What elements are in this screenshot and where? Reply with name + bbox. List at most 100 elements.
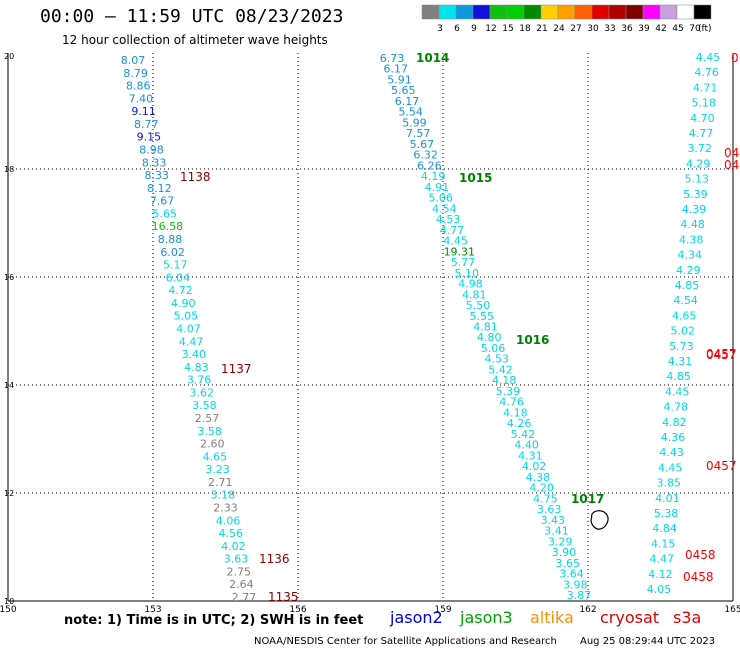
track1-swh: 9.15 <box>137 131 162 144</box>
scale-label: 33 <box>604 24 615 34</box>
scale-swatch <box>438 4 457 20</box>
track2-swh: 4.54 <box>432 202 457 215</box>
track3-swh: 3.72 <box>687 142 712 155</box>
track3-swh: 4.39 <box>682 203 707 216</box>
scale-swatch <box>608 4 627 20</box>
track2-swh: 3.87 <box>567 589 592 602</box>
track2-swh: 4.26 <box>507 417 532 430</box>
track1-swh: 5.17 <box>163 259 188 272</box>
legend-jason2: jason2 <box>390 608 443 627</box>
track2-swh: 5.39 <box>496 385 521 398</box>
track2-swh: 3.64 <box>559 568 584 581</box>
track2-swh: 4.18 <box>492 374 517 387</box>
scale-swatch <box>557 4 576 20</box>
track3-swh: 4.01 <box>655 492 680 505</box>
track3-swh: 4.78 <box>664 401 689 414</box>
scale-label: 45 <box>672 24 683 34</box>
track3-swh: 4.45 <box>658 461 683 474</box>
scale-label: 18 <box>519 24 531 34</box>
track3-swh: 5.39 <box>683 188 708 201</box>
note-text: note: 1) Time is in UTC; 2) SWH is in fe… <box>64 613 364 628</box>
time-label: 0457 <box>706 347 737 361</box>
track1-swh: 4.06 <box>216 514 241 527</box>
track2-swh: 3.65 <box>556 557 581 570</box>
track1-swh: 4.65 <box>203 450 228 463</box>
lat-label: 16 <box>4 273 14 282</box>
scale-swatch <box>506 4 525 20</box>
time-label: 1138 <box>180 170 211 184</box>
track3-swh: 4.85 <box>666 370 691 383</box>
scale-swatch <box>455 4 474 20</box>
track2-swh: 19.31 <box>444 245 476 258</box>
scale-swatch <box>574 4 593 20</box>
track3-swh: 4.76 <box>694 66 719 79</box>
track3-swh: 4.34 <box>678 249 703 262</box>
track2-swh: 4.02 <box>522 460 547 473</box>
track2-swh: 5.06 <box>481 342 506 355</box>
track2-swh: 4.53 <box>436 213 461 226</box>
track2-swh: 3.98 <box>563 578 588 591</box>
track1-swh: 9.11 <box>131 105 156 118</box>
scale-label: 36 <box>621 24 633 34</box>
track2-swh: 7.57 <box>406 127 431 140</box>
island-outline <box>590 510 609 530</box>
track1-swh: 3.76 <box>187 374 212 387</box>
track1-swh: 8.98 <box>139 144 164 157</box>
scale-label: 70 <box>689 24 701 34</box>
track1-swh: 8.77 <box>134 118 159 131</box>
scale-swatch <box>540 4 559 20</box>
track2-swh: 4.98 <box>458 278 483 291</box>
track3-swh: 4.77 <box>689 127 714 140</box>
scale-swatch <box>642 4 661 20</box>
track2-swh: 5.50 <box>466 299 491 312</box>
scale-label: 27 <box>570 24 581 34</box>
track3-swh: 4.65 <box>672 309 697 322</box>
track1-swh: 4.56 <box>219 527 244 540</box>
track1-swh: 6.02 <box>160 246 185 259</box>
track2-swh: 3.43 <box>541 514 566 527</box>
track3-swh: 4.84 <box>652 522 677 535</box>
time-label: 1017 <box>571 492 604 506</box>
track2-swh: 4.53 <box>484 353 509 366</box>
track3-swh: 4.47 <box>650 553 675 566</box>
track2-swh: 4.81 <box>473 321 498 334</box>
track1-swh: 8.12 <box>147 182 172 195</box>
track1-swh: 3.58 <box>192 399 217 412</box>
track2-swh: 3.90 <box>552 546 577 559</box>
track1-swh: 5.65 <box>152 207 177 220</box>
track2-swh: 6.26 <box>417 159 442 172</box>
lon-label: 165 <box>724 605 740 615</box>
track2-swh: 6.73 <box>380 52 405 65</box>
track2-swh: 5.55 <box>470 310 495 323</box>
scale-label: 9 <box>471 24 477 34</box>
track2-swh: 5.06 <box>428 192 453 205</box>
track1-swh: 8.33 <box>145 169 170 182</box>
track3-swh: 5.38 <box>654 507 679 520</box>
track3-swh: 4.12 <box>648 568 673 581</box>
time-label: 04 <box>724 146 739 160</box>
track2-swh: 6.17 <box>383 63 408 76</box>
track2-swh: 4.76 <box>499 396 524 409</box>
scale-swatch <box>659 4 678 20</box>
track3-swh: 4.36 <box>661 431 686 444</box>
track1-swh: 7.40 <box>129 92 154 105</box>
scale-label: 39 <box>638 24 650 34</box>
track3-swh: 4.29 <box>686 157 711 170</box>
track3-swh: 4.70 <box>690 112 715 125</box>
track1-swh: 2.57 <box>195 412 220 425</box>
track2-swh: 5.10 <box>455 267 480 280</box>
scale-label: 21 <box>536 24 547 34</box>
scale-swatch <box>472 4 491 20</box>
time-label: 0457 <box>706 459 737 473</box>
track3-swh: 3.85 <box>657 477 682 490</box>
scale-label: (ft) <box>698 24 712 34</box>
track3-swh: 4.45 <box>696 51 721 64</box>
scale-swatch <box>693 4 712 20</box>
track3-swh: 4.05 <box>647 583 672 596</box>
time-label: 1136 <box>259 552 290 566</box>
legend-jason3: jason3 <box>460 608 513 627</box>
track2-swh: 5.99 <box>402 116 427 129</box>
scale-swatch <box>523 4 542 20</box>
track1-swh: 3.23 <box>205 463 230 476</box>
